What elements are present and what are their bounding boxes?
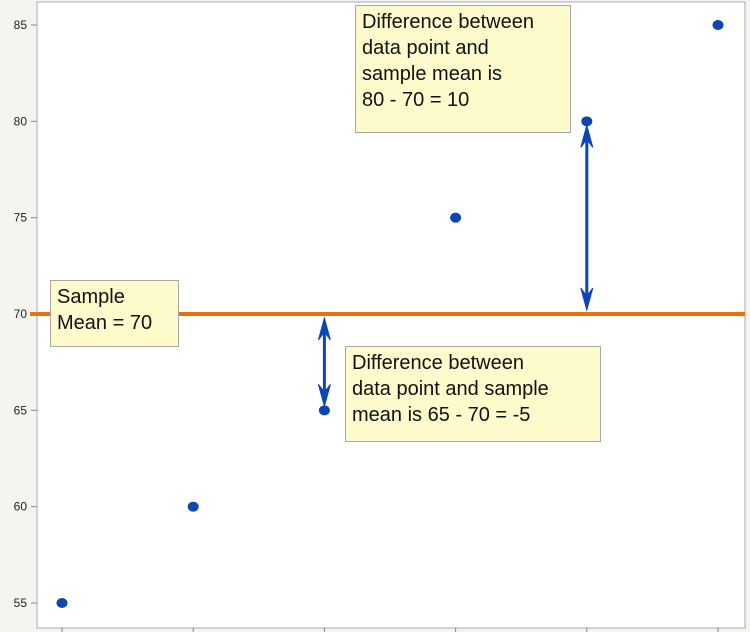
difference-arrow bbox=[580, 123, 594, 312]
data-point bbox=[318, 405, 330, 416]
annotation-sample-mean: Sample Mean = 70 bbox=[50, 280, 179, 347]
data-point bbox=[581, 116, 593, 127]
y-tick-label: 75 bbox=[14, 211, 28, 225]
y-tick-label: 60 bbox=[14, 500, 28, 514]
data-point bbox=[187, 501, 199, 512]
y-tick-label: 65 bbox=[14, 403, 28, 417]
y-tick-label: 55 bbox=[14, 596, 28, 610]
difference-arrow bbox=[317, 316, 331, 409]
annotation-negative-difference: Difference between data point and sample… bbox=[345, 346, 601, 442]
annotation-positive-difference: Difference between data point and sample… bbox=[355, 5, 571, 133]
y-tick-label: 70 bbox=[14, 307, 28, 321]
data-point bbox=[56, 598, 68, 608]
y-tick-label: 85 bbox=[14, 18, 28, 32]
data-point bbox=[450, 212, 462, 223]
y-tick-label: 80 bbox=[14, 114, 28, 128]
data-point bbox=[712, 20, 724, 30]
